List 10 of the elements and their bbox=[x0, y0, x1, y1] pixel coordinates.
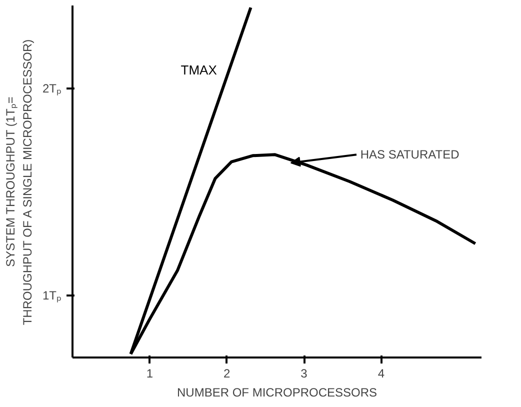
x-tick-label: 2 bbox=[224, 366, 231, 380]
x-axis-title: NUMBER OF MICROPROCESSORS bbox=[176, 386, 378, 400]
annotation: HAS SATURATED bbox=[360, 148, 460, 162]
y-tick-label: 1Tₚ bbox=[42, 288, 62, 302]
y-tick-label: 2Tₚ bbox=[42, 81, 62, 96]
x-tick-label: 3 bbox=[300, 366, 308, 380]
series-label: TMAX bbox=[180, 62, 218, 78]
y-axis-title: SYSTEM THROUGHPUT (1Tₚ= THROUGHPUT OF A SINGLE MICROPROCESSOR) bbox=[4, 39, 34, 326]
x-tick-label: 4 bbox=[378, 366, 385, 380]
x-tick-label: 1 bbox=[146, 366, 154, 380]
